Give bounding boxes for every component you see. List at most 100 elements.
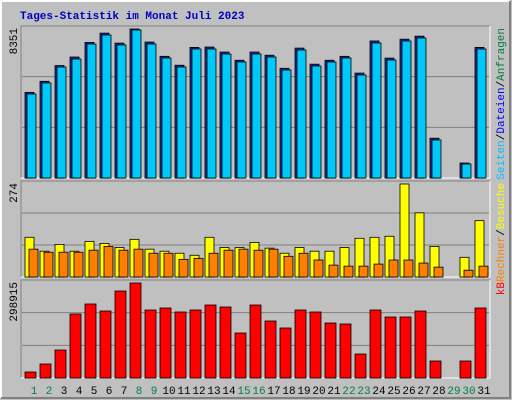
x-tick-label: 22 xyxy=(342,386,355,398)
bar xyxy=(234,332,247,379)
bar xyxy=(24,371,37,379)
x-tick-label: 27 xyxy=(417,386,430,398)
bar xyxy=(161,57,172,179)
x-tick-label: 17 xyxy=(267,386,280,398)
bar xyxy=(294,309,307,379)
bar xyxy=(133,248,144,278)
bar xyxy=(144,309,157,379)
legend-entry: Anfragen xyxy=(496,28,508,81)
bar xyxy=(268,248,279,278)
bar xyxy=(279,327,292,379)
legend-entry: Dateien xyxy=(496,87,508,133)
bar xyxy=(369,309,382,379)
bar xyxy=(403,259,414,278)
bar xyxy=(159,307,172,379)
bar xyxy=(114,290,127,379)
bar xyxy=(28,248,39,278)
legend-separator: / xyxy=(496,229,508,236)
bar xyxy=(174,311,187,379)
bar xyxy=(281,69,292,179)
x-tick-label: 3 xyxy=(61,386,68,398)
panel-border xyxy=(20,279,490,378)
bar xyxy=(371,42,382,179)
legend-entry: Seiten xyxy=(496,140,508,180)
x-tick-label: 28 xyxy=(432,386,445,398)
bar xyxy=(474,307,487,379)
bar xyxy=(478,265,489,278)
bar xyxy=(324,322,337,379)
bar xyxy=(253,249,264,278)
bar xyxy=(433,266,444,278)
bar xyxy=(298,252,309,278)
legend: Rechner/Besuche xyxy=(496,183,508,282)
x-tick-label: 18 xyxy=(282,386,295,398)
legend: Seiten/Dateien/Anfragen xyxy=(496,28,508,180)
x-tick-label: 31 xyxy=(477,386,491,398)
bar xyxy=(459,360,472,379)
x-tick-label: 7 xyxy=(121,386,128,398)
chart-title: Tages-Statistik im Monat Juli 2023 xyxy=(20,11,245,23)
x-tick-label: 11 xyxy=(177,386,191,398)
bar xyxy=(326,61,337,179)
x-tick-label: 16 xyxy=(252,386,265,398)
bar xyxy=(236,61,247,179)
bar xyxy=(191,48,202,179)
bar xyxy=(73,251,84,278)
bar xyxy=(341,57,352,179)
bar xyxy=(373,263,384,278)
bar xyxy=(384,316,397,379)
bar xyxy=(328,264,339,278)
bar xyxy=(313,259,324,278)
bar xyxy=(249,304,262,379)
bar xyxy=(356,74,367,179)
panel-border xyxy=(20,180,490,277)
bar xyxy=(296,49,307,179)
bar xyxy=(39,363,52,379)
bar xyxy=(354,353,367,379)
x-tick-label: 2 xyxy=(46,386,53,398)
x-tick-label: 6 xyxy=(106,386,113,398)
x-tick-label: 12 xyxy=(192,386,205,398)
x-tick-label: 13 xyxy=(207,386,220,398)
bar xyxy=(431,139,442,179)
bar xyxy=(43,251,54,278)
y-tick-label: 274 xyxy=(9,183,21,203)
bar xyxy=(414,310,427,379)
bar xyxy=(71,58,82,179)
bar xyxy=(208,252,219,278)
bar xyxy=(463,269,474,278)
bar xyxy=(219,306,232,379)
legend-separator: / xyxy=(496,81,508,88)
bar xyxy=(41,82,52,179)
x-tick-label: 5 xyxy=(91,386,98,398)
bar xyxy=(118,249,129,278)
bar xyxy=(416,37,427,179)
bar xyxy=(401,40,412,179)
bar xyxy=(26,93,37,179)
bar xyxy=(58,251,69,278)
bar xyxy=(311,65,322,179)
bar xyxy=(476,48,487,179)
x-tick-label: 4 xyxy=(76,386,83,398)
x-tick-label: 24 xyxy=(372,386,386,398)
bar xyxy=(193,257,204,278)
bar xyxy=(204,304,217,379)
x-tick-label: 25 xyxy=(387,386,400,398)
bar xyxy=(339,323,352,379)
bar xyxy=(69,313,82,379)
x-tick-label: 8 xyxy=(136,386,143,398)
panel-border xyxy=(20,25,490,178)
bar xyxy=(429,360,442,379)
bar xyxy=(189,309,202,379)
bar xyxy=(283,255,294,278)
bar xyxy=(116,44,127,179)
x-tick-label: 10 xyxy=(162,386,175,398)
bar xyxy=(266,56,277,179)
bar xyxy=(386,59,397,179)
bar xyxy=(88,249,99,278)
bar xyxy=(103,246,114,278)
bar xyxy=(176,66,187,179)
